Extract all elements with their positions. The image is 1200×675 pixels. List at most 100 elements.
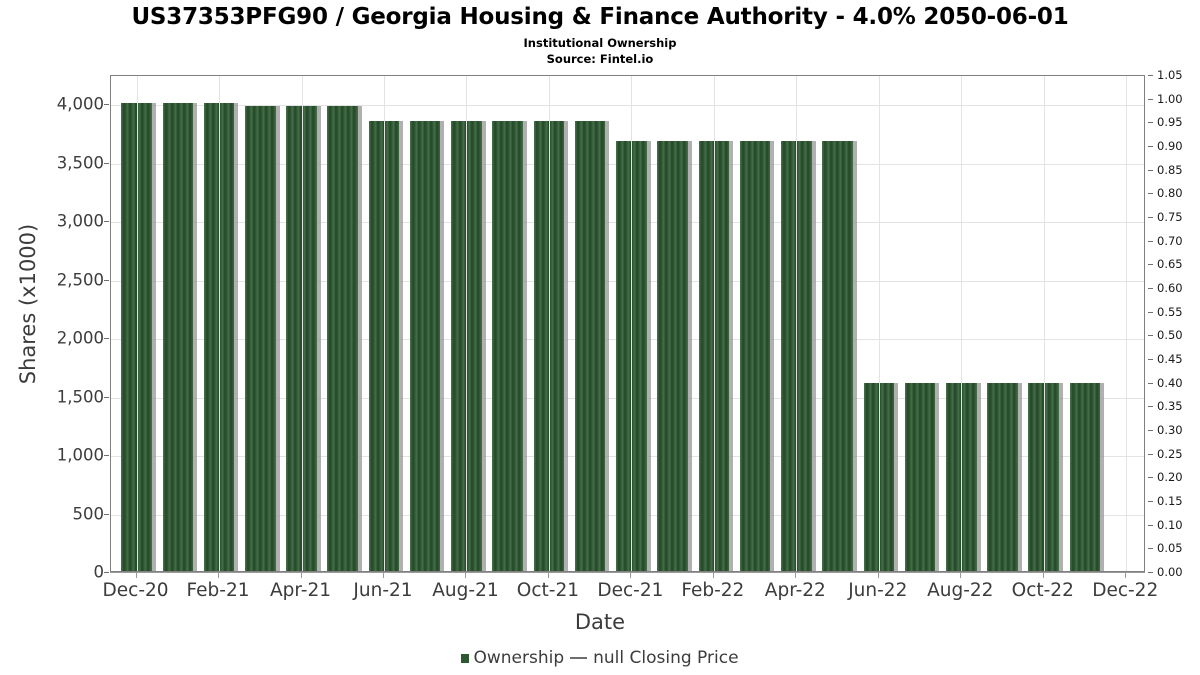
y-axis-left-tick-label: 2,000 (56, 328, 104, 348)
x-axis-tick-mark (135, 573, 137, 578)
y-axis-right-tick-mark (1148, 501, 1153, 502)
y-axis-left-tick-label: 500 (72, 504, 105, 524)
x-axis: Dec-20 Feb-21 Apr-21 Jun-21 Aug-21 Oct-21 Dec-… (103, 572, 1158, 612)
x-axis-tick-mark (630, 573, 632, 578)
y-axis-left-tick-label: 3,500 (56, 153, 104, 173)
bar[interactable] (904, 383, 936, 571)
x-axis-tick-mark (300, 573, 302, 578)
bar[interactable] (822, 140, 853, 571)
x-axis-tick-mark (795, 573, 797, 578)
gridline-vertical (301, 76, 303, 571)
gridline-vertical (1043, 76, 1045, 571)
y-axis-left-tick-mark (104, 338, 109, 340)
y-axis-right-tick-mark (1148, 264, 1153, 266)
y-axis-right-tick-mark (1148, 406, 1153, 408)
x-axis-tick-mark (218, 573, 220, 578)
x-axis-tick-label: Oct-22 (1011, 580, 1074, 601)
x-axis-tick-label: Dec-22 (1092, 580, 1159, 601)
y-axis-left-tick-mark (104, 455, 109, 457)
gridline-horizontal (111, 105, 1144, 107)
legend-item[interactable]: null Closing Price (564, 648, 739, 668)
y-axis-right: 0.00 0.05 0.10 0.15 0.20 0.25 0.30 0.35 0.40 0.45… (1145, 0, 1200, 675)
y-axis-right-tick-label: 0.20 (1157, 470, 1183, 485)
y-axis-right-tick-mark (1148, 477, 1153, 479)
x-axis-tick-label: Apr-21 (269, 580, 332, 601)
x-axis-tick-mark (712, 573, 714, 578)
y-axis-right-tick-label: 0.05 (1157, 541, 1183, 556)
y-axis-right-tick-mark (1148, 193, 1153, 195)
gridline-vertical (961, 76, 963, 571)
bar[interactable] (327, 105, 358, 571)
bar[interactable] (203, 103, 235, 571)
gridline-vertical (219, 76, 221, 571)
legend-square-icon (461, 653, 470, 663)
y-axis-right-tick-label: 0.75 (1157, 210, 1183, 224)
y-axis-right-tick-mark (1148, 382, 1153, 384)
gridline-vertical (466, 76, 468, 571)
x-axis-tick-label: Aug-22 (927, 580, 994, 601)
x-axis-tick-mark (1125, 573, 1127, 578)
y-axis-right-tick-mark (1148, 524, 1153, 526)
bar[interactable] (946, 383, 977, 571)
x-axis-tick-mark (465, 573, 467, 578)
y-axis-left-tick-label: 4,000 (56, 94, 104, 114)
y-axis-right-tick-mark (1148, 430, 1153, 431)
bar[interactable] (1028, 383, 1059, 571)
bar[interactable] (739, 140, 771, 571)
bar[interactable] (162, 103, 194, 571)
y-axis-right-tick-mark (1148, 572, 1153, 573)
x-axis-title: Date (574, 610, 626, 634)
bar[interactable] (987, 383, 1018, 571)
y-axis-right-tick-mark (1148, 217, 1153, 218)
y-axis-right-tick-mark (1148, 311, 1153, 313)
bar[interactable] (121, 103, 152, 571)
y-axis-right-tick-mark (1148, 359, 1153, 360)
x-axis-tick-mark (960, 573, 962, 578)
x-axis-line (110, 572, 1145, 573)
x-axis-tick-label: Oct-21 (516, 580, 580, 601)
x-axis-tick-label: Apr-22 (764, 580, 826, 601)
legend-line-icon (570, 657, 588, 659)
y-axis-left-tick-label: 2,500 (56, 270, 104, 290)
y-axis-right-tick-mark (1148, 75, 1153, 76)
y-axis-left-title: Shares (x1000) (16, 223, 40, 385)
y-axis-right-tick-label: 0.10 (1157, 517, 1183, 532)
bar[interactable] (245, 105, 276, 571)
y-axis-right-tick-label: 0.60 (1157, 281, 1183, 295)
legend-item-label: Ownership (473, 648, 565, 668)
y-axis-left-tick-mark (104, 396, 109, 398)
y-axis-left-tick-label: 0 (93, 562, 105, 582)
gridline-vertical (1126, 76, 1128, 571)
y-axis-right-tick-label: 0.30 (1157, 423, 1183, 437)
x-axis-tick-mark (382, 573, 384, 578)
legend-item[interactable]: Ownership (461, 648, 564, 668)
y-axis-right-tick-mark (1148, 169, 1153, 171)
y-axis-right-tick-mark (1148, 240, 1153, 242)
gridline-vertical (383, 76, 385, 571)
x-axis-tick-label: Jun-21 (353, 580, 413, 601)
y-axis-right-tick-mark (1148, 548, 1153, 550)
y-axis-right-tick-mark (1148, 146, 1153, 147)
y-axis-right-tick-label: 0.50 (1157, 328, 1183, 343)
bar[interactable] (492, 120, 523, 571)
bar[interactable] (657, 140, 688, 571)
y-axis-left-tick-mark (104, 279, 109, 281)
y-axis-right-tick-label: 0.65 (1157, 257, 1183, 272)
y-axis-right-tick-label: 1.00 (1157, 91, 1183, 106)
gridline-vertical (631, 76, 633, 571)
gridline-vertical (796, 76, 798, 571)
x-axis-tick-label: Aug-21 (432, 580, 499, 601)
y-axis-right-tick-label: 0.85 (1157, 162, 1183, 177)
y-axis-right-tick-mark (1148, 288, 1153, 289)
y-axis-right-tick-label: 0.00 (1157, 565, 1183, 579)
y-axis-right-tick-label: 0.15 (1157, 494, 1183, 508)
chart-source-label: Source: Fintel.io (546, 52, 654, 66)
y-axis-left-tick-label: 1,500 (56, 387, 104, 407)
bar[interactable] (1069, 383, 1101, 571)
bar[interactable] (409, 120, 441, 571)
y-axis-right-tick-label: 0.35 (1157, 399, 1183, 414)
bar[interactable] (574, 120, 606, 571)
y-axis-right-tick-mark (1148, 122, 1153, 124)
bar[interactable] (286, 105, 317, 571)
legend-item-label: null Closing Price (593, 648, 739, 668)
